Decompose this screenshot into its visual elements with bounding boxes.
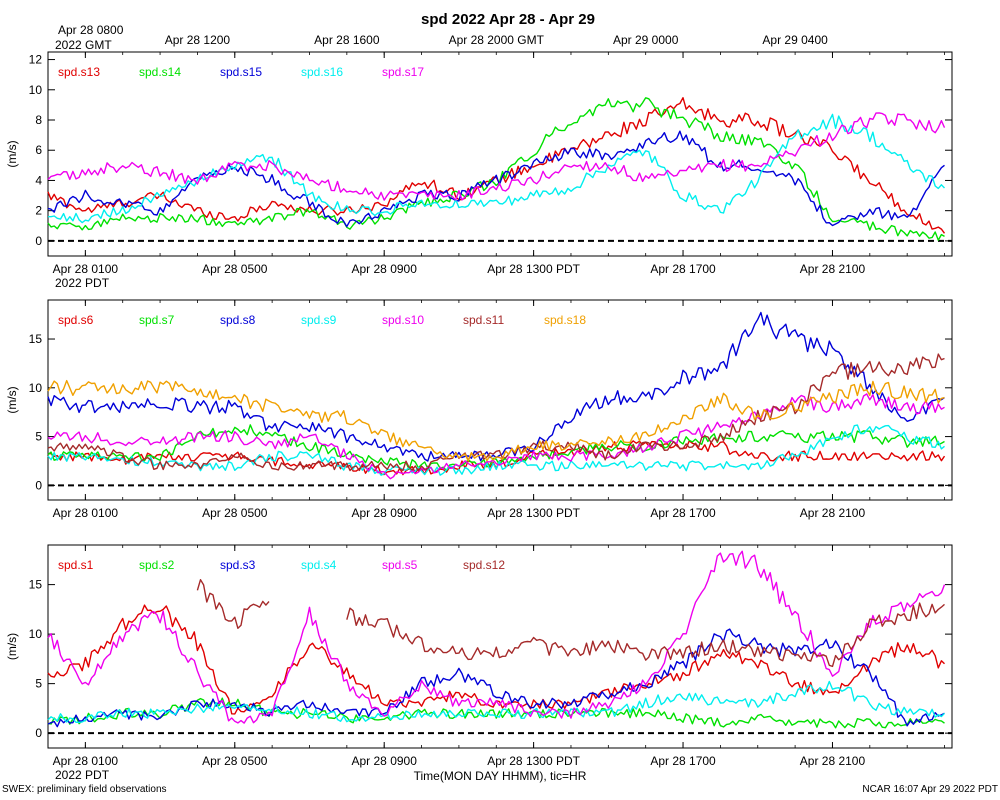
y-tick-label: 12: [29, 53, 43, 67]
series-line-spd-s18: [47, 379, 945, 462]
y-tick-label: 0: [35, 478, 42, 492]
legend-spd-s7: spd.s7: [139, 313, 175, 327]
legend-spd-s2: spd.s2: [139, 558, 175, 572]
x-axis-year-label: 2022 PDT: [55, 276, 110, 290]
series-line-spd-s16: [48, 113, 946, 224]
x-tick-label-pdt: Apr 28 0900: [352, 506, 418, 520]
y-tick-label: 6: [35, 143, 42, 157]
x-tick-label-pdt: Apr 28 0900: [352, 262, 418, 276]
series-line-spd-s15: [47, 130, 945, 228]
series-line-spd-s2: [47, 697, 945, 729]
y-tick-label: 15: [29, 578, 43, 592]
x-tick-label-pdt: Apr 28 1300 PDT: [487, 262, 580, 276]
series-line-spd-s17: [47, 112, 946, 201]
plot-frame: [47, 299, 953, 501]
x-tick-label-pdt: Apr 28 0900: [352, 754, 418, 768]
y-tick-label: 0: [35, 726, 42, 740]
legend-spd-s14: spd.s14: [139, 65, 181, 79]
legend-spd-s18: spd.s18: [544, 313, 586, 327]
x-tick-label-pdt: Apr 28 2100: [800, 754, 866, 768]
series-line-spd-s14: [47, 97, 945, 241]
legend-spd-s5: spd.s5: [382, 558, 418, 572]
y-tick-label: 4: [35, 173, 42, 187]
footer-left: SWEX: preliminary field observations: [2, 784, 167, 795]
legend-spd-s6: spd.s6: [58, 313, 94, 327]
y-axis-label: (m/s): [5, 386, 19, 413]
y-tick-label: 10: [29, 381, 43, 395]
x-axis-label: Time(MON DAY HHMM), tic=HR: [414, 769, 587, 783]
x-tick-label-pdt: Apr 28 1300 PDT: [487, 506, 580, 520]
x-tick-label-pdt: Apr 28 0100: [53, 754, 119, 768]
series-line-spd-s10: [47, 393, 945, 480]
legend-spd-s4: spd.s4: [301, 558, 337, 572]
x-tick-label-pdt: Apr 28 0100: [53, 506, 119, 520]
series-line-spd-s11: [47, 353, 945, 472]
x-tick-label-gmt: Apr 28 1600: [314, 33, 380, 47]
x-tick-label-gmt: Apr 29 0000: [613, 33, 679, 47]
legend-spd-s3: spd.s3: [220, 558, 256, 572]
legend-spd-s16: spd.s16: [301, 65, 343, 79]
panel-bottom: 0 5 10 15 (m/s) spd.s1 spd.s2 spd.s3 spd.s4 spd.s…: [5, 544, 953, 782]
x-tick-label-pdt: Apr 28 1700: [650, 506, 716, 520]
y-tick-label: 10: [29, 83, 43, 97]
legend-spd-s13: spd.s13: [58, 65, 100, 79]
legend-spd-s17: spd.s17: [382, 65, 424, 79]
legend-spd-s12: spd.s12: [463, 558, 505, 572]
gmt-year-label: 2022 GMT: [55, 38, 112, 52]
series-line-spd-s12: [346, 602, 945, 668]
x-tick-label-pdt: Apr 28 2100: [800, 262, 866, 276]
x-tick-label-gmt: Apr 28 2000 GMT: [449, 33, 545, 47]
plot-frame: [47, 544, 953, 749]
x-tick-label-pdt: Apr 28 0500: [202, 262, 268, 276]
legend-spd-s10: spd.s10: [382, 313, 424, 327]
y-tick-label: 5: [35, 677, 42, 691]
panel-middle: 0 5 10 15 (m/s) spd.s6 spd.s7 spd.s8 spd.s9 spd.s…: [5, 299, 953, 520]
legend-spd-s9: spd.s9: [301, 313, 337, 327]
x-tick-label-gmt: Apr 28 1200: [165, 33, 231, 47]
y-axis-label: (m/s): [5, 140, 19, 167]
chart-title: spd 2022 Apr 28 - Apr 29: [421, 11, 595, 28]
series-line-spd-s13: [47, 97, 946, 234]
y-tick-label: 10: [29, 627, 43, 641]
y-tick-label: 15: [29, 332, 43, 346]
x-tick-label-pdt: Apr 28 0500: [202, 754, 268, 768]
plot-frame: [47, 51, 953, 257]
legend-spd-s1: spd.s1: [58, 558, 94, 572]
x-tick-label-pdt: Apr 28 0500: [202, 506, 268, 520]
x-tick-label-pdt: Apr 28 1300 PDT: [487, 754, 580, 768]
x-tick-label-gmt: Apr 29 0400: [762, 33, 828, 47]
x-axis-year-label: 2022 PDT: [55, 768, 110, 782]
series-line-spd-s9: [47, 424, 945, 476]
y-axis-label: (m/s): [5, 633, 19, 660]
y-tick-label: 2: [35, 204, 42, 218]
series-line-spd-s5: [47, 550, 946, 724]
series-line-spd-s12: [196, 579, 270, 629]
legend-spd-s8: spd.s8: [220, 313, 256, 327]
legend-spd-s11: spd.s11: [463, 313, 504, 327]
y-tick-label: 0: [35, 234, 42, 248]
y-tick-label: 8: [35, 113, 42, 127]
x-tick-label-pdt: Apr 28 1700: [650, 754, 716, 768]
series-line-spd-s4: [47, 680, 946, 723]
footer-right: NCAR 16:07 Apr 29 2022 PDT: [862, 784, 998, 795]
series-line-spd-s3: [47, 628, 945, 728]
legend-spd-s15: spd.s15: [220, 65, 262, 79]
panel-top: 0 2 4 6 8 10 12 (m/s) spd.s13 spd.s14 spd.s15 spd.s…: [5, 23, 953, 290]
gmt-first-label: Apr 28 0800: [58, 23, 124, 37]
x-tick-label-pdt: Apr 28 1700: [650, 262, 716, 276]
x-tick-label-pdt: Apr 28 2100: [800, 506, 866, 520]
x-tick-label-pdt: Apr 28 0100: [53, 262, 119, 276]
y-tick-label: 5: [35, 430, 42, 444]
